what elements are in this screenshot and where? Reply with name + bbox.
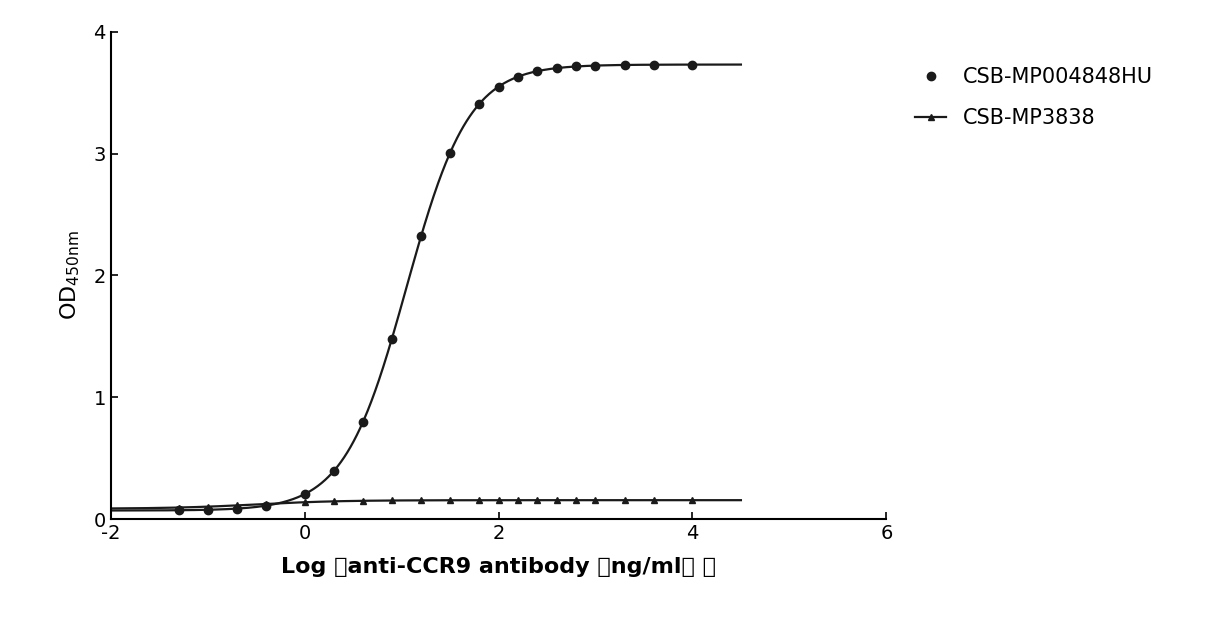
X-axis label: Log （anti-CCR9 antibody （ng/ml） ）: Log （anti-CCR9 antibody （ng/ml） ） [281,557,716,577]
Y-axis label: OD$_{450\mathrm{nm}}$: OD$_{450\mathrm{nm}}$ [59,230,82,320]
Legend: CSB-MP004848HU, CSB-MP3838: CSB-MP004848HU, CSB-MP3838 [905,57,1163,139]
